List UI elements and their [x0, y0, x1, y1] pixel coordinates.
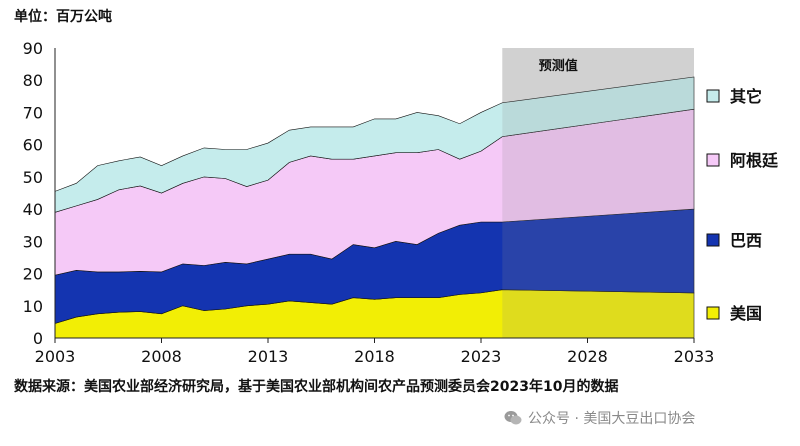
y-tick-label: 10	[23, 297, 43, 316]
legend-label-美国: 美国	[730, 304, 762, 323]
legend-swatch-其它	[706, 89, 720, 103]
y-tick-label: 70	[23, 103, 43, 122]
legend-swatch-美国	[706, 306, 720, 320]
legend-label-阿根廷: 阿根廷	[730, 151, 779, 170]
x-tick-label: 2003	[35, 347, 76, 366]
watermark-text: 公众号 · 美国大豆出口协会	[528, 411, 696, 427]
stacked-areas	[54, 76, 695, 339]
legend-swatch-巴西	[706, 233, 720, 247]
source-note: 数据来源：美国农业部经济研究局，基于美国农业部机构间农产品预测委员会2023年1…	[14, 379, 619, 395]
y-tick-label: 90	[23, 39, 43, 58]
chart-area: 预测值 0 10 20 30 40 50 60 70 80 90 2003 2008 2013 2018 2…	[23, 39, 779, 366]
y-tick-label: 30	[23, 232, 43, 251]
projection-label: 预测值	[539, 58, 578, 74]
chart-unit-label: 单位：百万公吨	[14, 9, 112, 25]
x-tick-label: 2028	[567, 347, 608, 366]
axes: 0 10 20 30 40 50 60 70 80 90 2003 2008 2013 2018 2023 2…	[23, 39, 715, 366]
y-tick-label: 80	[23, 71, 43, 90]
x-tick-label: 2018	[354, 347, 395, 366]
legend-label-巴西: 巴西	[730, 231, 762, 250]
wechat-icon	[504, 411, 522, 425]
x-tick-label: 2013	[248, 347, 289, 366]
x-tick-label: 2023	[461, 347, 502, 366]
x-tick-label: 2033	[674, 347, 715, 366]
y-tick-label: 20	[23, 265, 43, 284]
projection-overlay	[502, 48, 694, 338]
y-tick-label: 40	[23, 200, 43, 219]
x-tick-label: 2008	[141, 347, 182, 366]
legend-swatch-阿根廷	[706, 153, 720, 167]
watermark: 公众号 · 美国大豆出口协会	[504, 408, 695, 428]
y-tick-label: 50	[23, 168, 43, 187]
y-tick-label: 0	[33, 329, 43, 348]
y-tick-label: 60	[23, 136, 43, 155]
legend-label-其它: 其它	[730, 87, 762, 106]
area-其它	[54, 76, 695, 213]
